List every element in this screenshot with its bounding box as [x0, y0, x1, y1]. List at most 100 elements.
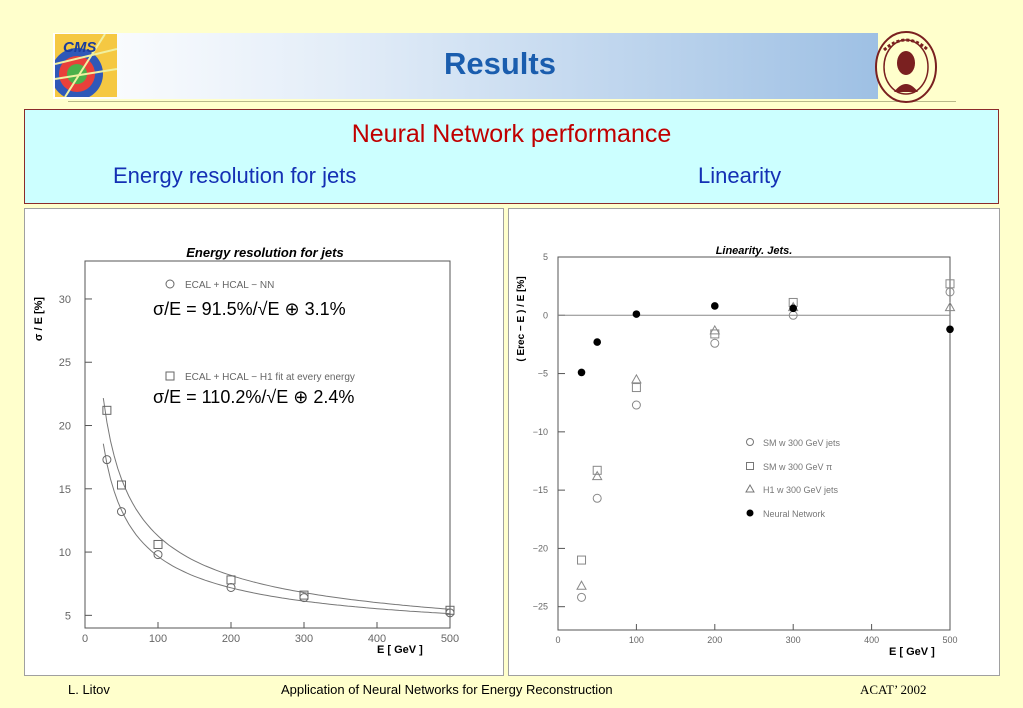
y-tick-label: −10	[533, 427, 548, 437]
axes: 0 100 200 300 400 500 5 0 −5 −10 −15 −20 −25	[533, 252, 958, 645]
energy-resolution-panel: Energy resolution for jets 0 100 200 300 400…	[24, 208, 504, 676]
data-point-triangle	[944, 301, 956, 312]
x-tick-label: 0	[82, 633, 88, 645]
x-tick-label: 0	[555, 635, 560, 645]
legend-label: SM w 300 GeV jets	[763, 438, 841, 448]
legend-label: SM w 300 GeV π	[763, 462, 832, 472]
linearity-subtitle: Linearity	[698, 163, 782, 188]
section-banner: Neural Network performance Energy resolu…	[24, 109, 999, 204]
legend-label: ECAL + HCAL − NN	[185, 280, 274, 291]
y-tick-label: 25	[59, 357, 71, 369]
y-tick-label: 0	[543, 310, 548, 320]
cms-logo: CMS	[55, 34, 117, 97]
y-tick-label: 15	[59, 484, 71, 496]
y-tick-label: −5	[538, 369, 548, 379]
y-tick-label: 30	[59, 294, 71, 306]
data-point-circle	[631, 400, 641, 410]
y-tick-label: −20	[533, 543, 548, 553]
y-tick-label: 5	[543, 252, 548, 262]
legend: ECAL + HCAL − NN σ/E = 91.5%/√E ⊕ 3.1% E…	[153, 279, 355, 407]
data-point-circle	[117, 507, 126, 517]
legend-label: Neural Network	[763, 509, 826, 519]
data-point-square	[592, 465, 602, 475]
data-point-triangle	[631, 373, 642, 384]
legend-marker-square	[746, 462, 754, 470]
y-tick-label: 5	[65, 610, 71, 622]
y-tick-label: 10	[59, 547, 71, 559]
data-points	[576, 279, 956, 602]
data-point-filled-circle	[593, 338, 601, 346]
banner-title: Neural Network performance	[351, 120, 672, 148]
legend-marker-circle	[165, 279, 175, 289]
x-tick-label: 300	[295, 633, 313, 645]
x-tick-label: 200	[222, 633, 240, 645]
fit-annotation: σ/E = 110.2%/√E ⊕ 2.4%	[153, 387, 354, 407]
y-tick-label: 20	[59, 421, 71, 433]
header-band	[53, 33, 878, 99]
data-point-filled-circle	[577, 368, 586, 377]
data-point-triangle	[709, 324, 721, 335]
header-divider	[68, 101, 956, 102]
university-seal-logo	[875, 31, 937, 103]
data-point-square	[226, 575, 236, 585]
x-tick-label: 300	[786, 635, 801, 645]
data-point-triangle	[591, 470, 603, 481]
data-point-filled-circle	[711, 302, 719, 310]
plot-frame	[84, 260, 451, 629]
svg-text:CMS: CMS	[63, 39, 96, 56]
legend-marker-circle	[746, 438, 754, 446]
data-point-square	[153, 539, 163, 549]
legend-label: ECAL + HCAL − H1 fit at every energy	[185, 372, 355, 383]
x-tick-label: 500	[441, 633, 459, 645]
x-tick-label: 100	[629, 635, 644, 645]
data-point-circle	[299, 593, 309, 603]
legend-label: H1 w 300 GeV jets	[763, 485, 839, 495]
axes: 0 100 200 300 400 500 5 10 15 20 25 30	[59, 294, 459, 645]
footer-talk-title: Application of Neural Networks for Energ…	[281, 682, 613, 697]
data-point-square	[577, 555, 587, 565]
legend: SM w 300 GeV jets SM w 300 GeV π H1 w 30…	[745, 438, 841, 519]
footer-author: L. Litov	[68, 682, 110, 697]
footer-conference: ACAT’ 2002	[860, 682, 927, 697]
chart-title: Linearity. Jets.	[716, 245, 793, 257]
chart-title: Energy resolution for jets	[186, 245, 343, 260]
data-point-square	[102, 405, 112, 415]
data-point-filled-circle	[789, 304, 797, 313]
y-axis-label: σ / E [%]	[33, 297, 45, 342]
data-point-square	[117, 480, 126, 490]
data-point-filled-circle	[946, 325, 954, 334]
legend-marker-square	[165, 371, 175, 381]
data-points	[102, 405, 455, 618]
linearity-panel: Linearity. Jets. 0 100 200 300 400 500 5 0 −5 −10…	[508, 208, 1000, 676]
data-point-circle	[577, 592, 587, 602]
y-axis-label: ( Erec − E ) / E [%]	[516, 276, 527, 361]
data-point-circle	[153, 550, 163, 560]
fit-annotation: σ/E = 91.5%/√E ⊕ 3.1%	[153, 299, 346, 319]
x-tick-label: 400	[368, 633, 386, 645]
x-tick-label: 100	[149, 633, 167, 645]
plot-frame	[557, 256, 951, 631]
data-point-square	[945, 279, 955, 289]
fit-curve	[102, 443, 451, 615]
page-title: Results	[444, 46, 556, 81]
legend-marker-filled-circle	[746, 509, 754, 517]
data-point-circle	[102, 455, 112, 465]
data-point-circle	[592, 493, 602, 503]
linearity-chart: Linearity. Jets. 0 100 200 300 400 500 5 0 −5 −10…	[516, 245, 958, 658]
data-point-square	[631, 383, 641, 393]
x-tick-label: 500	[942, 635, 957, 645]
energy-resolution-subtitle: Energy resolution for jets	[113, 163, 357, 188]
data-point-square	[445, 605, 455, 615]
legend-marker-triangle	[745, 483, 755, 493]
y-tick-label: −15	[533, 485, 548, 495]
x-tick-label: 400	[864, 635, 879, 645]
x-tick-label: 200	[707, 635, 722, 645]
x-axis-label: E [ GeV ]	[889, 646, 935, 658]
data-point-square	[299, 590, 309, 600]
fit-curves	[102, 398, 451, 615]
y-tick-label: −25	[533, 602, 548, 612]
data-point-triangle	[576, 580, 587, 590]
energy-resolution-chart: Energy resolution for jets 0 100 200 300 400…	[33, 245, 459, 656]
x-axis-label: E [ GeV ]	[377, 644, 423, 656]
data-point-filled-circle	[632, 310, 641, 318]
